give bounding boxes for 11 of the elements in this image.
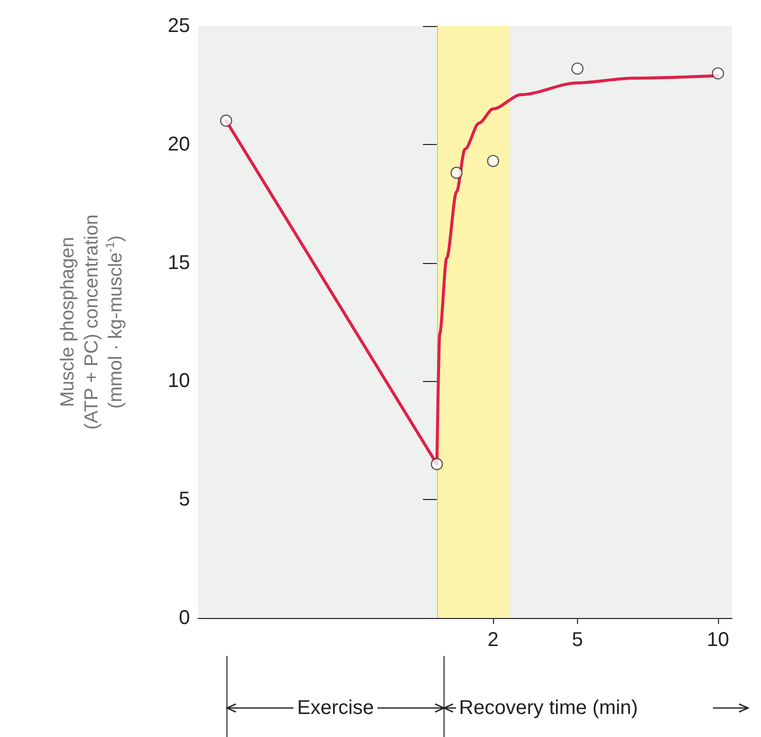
x-tick-label: 2 <box>488 629 499 651</box>
y-tick-label: 10 <box>168 370 190 392</box>
y-tick-label: 5 <box>178 488 190 511</box>
y-tick-label: 15 <box>168 252 190 274</box>
y-tick-label: 25 <box>168 15 190 37</box>
x-tick-label: 10 <box>706 629 730 651</box>
y-tick-label: 20 <box>168 133 190 156</box>
text: Exercise <box>297 697 374 719</box>
x-tick-label: 5 <box>572 629 583 651</box>
text: Recovery time (min) <box>459 697 638 719</box>
y-tick-label: 0 <box>178 607 190 629</box>
